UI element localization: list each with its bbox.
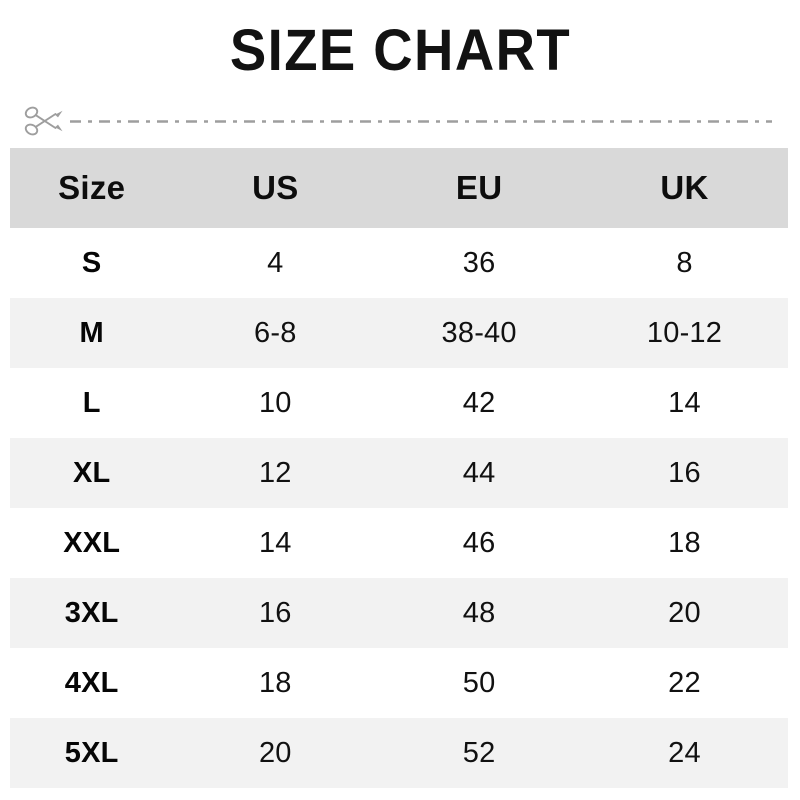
- table-body: S 4 36 8 M 6-8 38-40 10-12 L 10 42 14 XL…: [10, 228, 788, 788]
- table-row: XL 12 44 16: [10, 438, 788, 508]
- cell-us: 16: [173, 578, 378, 648]
- cell-eu: 36: [377, 228, 582, 298]
- cell-eu: 48: [377, 578, 582, 648]
- cell-eu: 50: [377, 648, 582, 718]
- table-row: 4XL 18 50 22: [10, 648, 788, 718]
- cell-us: 20: [173, 718, 378, 788]
- cell-us: 12: [173, 438, 378, 508]
- cell-size: XL: [10, 438, 174, 508]
- cell-us: 4: [173, 228, 378, 298]
- cell-uk: 10-12: [581, 298, 788, 368]
- column-header-eu: EU: [377, 148, 582, 228]
- table-row: XXL 14 46 18: [10, 508, 788, 578]
- page-title-container: SIZE CHART: [0, 22, 800, 80]
- cell-eu: 38-40: [377, 298, 582, 368]
- table-header-row: Size US EU UK: [10, 148, 788, 228]
- column-header-size: Size: [10, 148, 174, 228]
- cell-size: 3XL: [10, 578, 174, 648]
- cell-uk: 22: [581, 648, 788, 718]
- cut-line: [22, 102, 778, 140]
- scissors-icon: [24, 106, 63, 136]
- cell-uk: 16: [581, 438, 788, 508]
- cell-uk: 14: [581, 368, 788, 438]
- cell-us: 18: [173, 648, 378, 718]
- table-row: S 4 36 8: [10, 228, 788, 298]
- page-title: SIZE CHART: [229, 18, 571, 83]
- cell-eu: 52: [377, 718, 582, 788]
- cell-size: S: [10, 228, 174, 298]
- cell-uk: 20: [581, 578, 788, 648]
- cell-uk: 8: [581, 228, 788, 298]
- size-chart-table: Size US EU UK S 4 36 8 M 6-8 38-40 10-12…: [10, 148, 788, 788]
- cell-eu: 46: [377, 508, 582, 578]
- column-header-us: US: [173, 148, 378, 228]
- cell-eu: 42: [377, 368, 582, 438]
- cell-us: 14: [173, 508, 378, 578]
- cell-size: 4XL: [10, 648, 174, 718]
- cell-size: XXL: [10, 508, 174, 578]
- table-row: M 6-8 38-40 10-12: [10, 298, 788, 368]
- table-row: 3XL 16 48 20: [10, 578, 788, 648]
- cell-us: 6-8: [173, 298, 378, 368]
- cell-uk: 18: [581, 508, 788, 578]
- table-header: Size US EU UK: [10, 148, 788, 228]
- cell-size: M: [10, 298, 174, 368]
- cell-eu: 44: [377, 438, 582, 508]
- dashed-cut-rule: [70, 120, 772, 123]
- cell-size: 5XL: [10, 718, 174, 788]
- cell-size: L: [10, 368, 174, 438]
- cell-us: 10: [173, 368, 378, 438]
- table-row: 5XL 20 52 24: [10, 718, 788, 788]
- table-row: L 10 42 14: [10, 368, 788, 438]
- column-header-uk: UK: [581, 148, 788, 228]
- cell-uk: 24: [581, 718, 788, 788]
